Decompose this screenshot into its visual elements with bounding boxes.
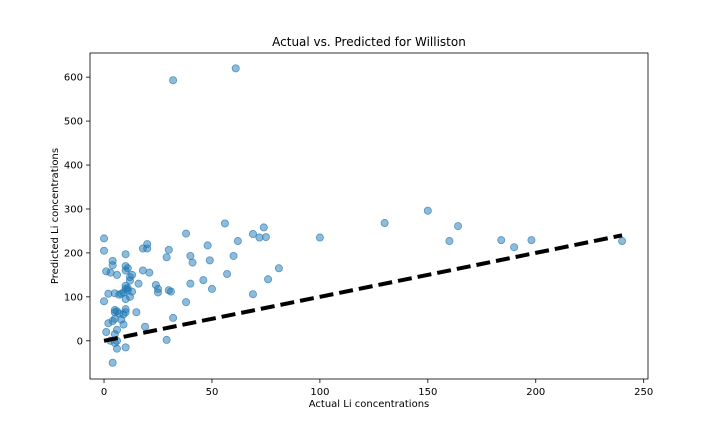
data-point — [134, 279, 143, 288]
y-tick-label: 300 — [64, 204, 83, 215]
data-point — [123, 264, 132, 273]
x-axis: 0 50 100 150 200 250 — [101, 379, 653, 398]
data-point — [205, 256, 214, 265]
y-axis: 0 100 200 300 400 500 600 — [64, 73, 90, 347]
data-point — [102, 327, 111, 336]
data-point — [162, 253, 171, 262]
data-point — [112, 325, 121, 334]
y-tick-label: 200 — [64, 248, 83, 259]
x-tick-label: 50 — [206, 387, 219, 398]
data-point — [182, 298, 191, 307]
x-tick-label: 0 — [101, 387, 107, 398]
data-point — [100, 297, 109, 306]
y-axis-title: Predicted Li concentrations — [50, 148, 61, 284]
data-point — [229, 251, 238, 260]
data-point — [128, 287, 137, 296]
data-point — [510, 243, 519, 252]
data-point — [121, 343, 130, 352]
x-tick-label: 250 — [634, 387, 653, 398]
data-point — [153, 284, 162, 293]
data-point — [186, 251, 195, 260]
data-point — [248, 290, 257, 299]
x-tick-label: 100 — [310, 387, 329, 398]
data-point — [108, 256, 117, 265]
data-point — [259, 223, 268, 232]
data-point — [207, 284, 216, 293]
chart-title: Actual vs. Predicted for Williston — [272, 35, 466, 49]
reference-line — [103, 233, 623, 343]
data-point — [497, 236, 506, 245]
plot-area — [89, 52, 649, 380]
data-point — [445, 237, 454, 246]
data-point — [132, 308, 141, 317]
data-point — [169, 313, 178, 322]
data-point — [618, 237, 627, 246]
data-point — [454, 222, 463, 231]
data-point — [527, 236, 536, 245]
data-point — [182, 229, 191, 238]
data-point — [248, 230, 257, 239]
data-point — [231, 64, 240, 73]
data-point — [169, 76, 178, 85]
data-point — [128, 270, 137, 279]
y-tick-label: 0 — [77, 336, 83, 347]
data-point — [121, 250, 130, 259]
data-point — [166, 287, 175, 296]
data-point — [264, 275, 273, 284]
data-point — [143, 244, 152, 253]
y-tick-label: 100 — [64, 292, 83, 303]
data-point — [274, 264, 283, 273]
data-point — [188, 258, 197, 267]
data-point — [423, 206, 432, 215]
data-point — [199, 276, 208, 285]
points-layer — [100, 64, 627, 367]
data-point — [203, 241, 212, 250]
data-point — [119, 320, 128, 329]
data-point — [112, 344, 121, 353]
data-point — [233, 237, 242, 246]
data-point — [380, 219, 389, 228]
data-point — [108, 358, 117, 367]
y-tick-label: 600 — [64, 73, 83, 84]
data-point — [186, 279, 195, 288]
x-tick-label: 200 — [526, 387, 545, 398]
y-tick-label: 400 — [64, 161, 83, 172]
data-point — [220, 219, 229, 228]
data-point — [100, 246, 109, 255]
plot-frame — [89, 52, 649, 380]
y-tick-label: 500 — [64, 117, 83, 128]
data-point — [100, 234, 109, 243]
data-point — [261, 233, 270, 242]
data-point — [141, 322, 150, 331]
x-tick-label: 150 — [418, 387, 437, 398]
data-point — [315, 233, 324, 242]
data-point — [121, 308, 130, 317]
data-point — [145, 268, 154, 277]
data-point — [162, 335, 171, 344]
data-point — [223, 269, 232, 278]
data-point — [164, 245, 173, 254]
x-axis-title: Actual Li concentrations — [309, 399, 430, 410]
data-point — [112, 270, 121, 279]
